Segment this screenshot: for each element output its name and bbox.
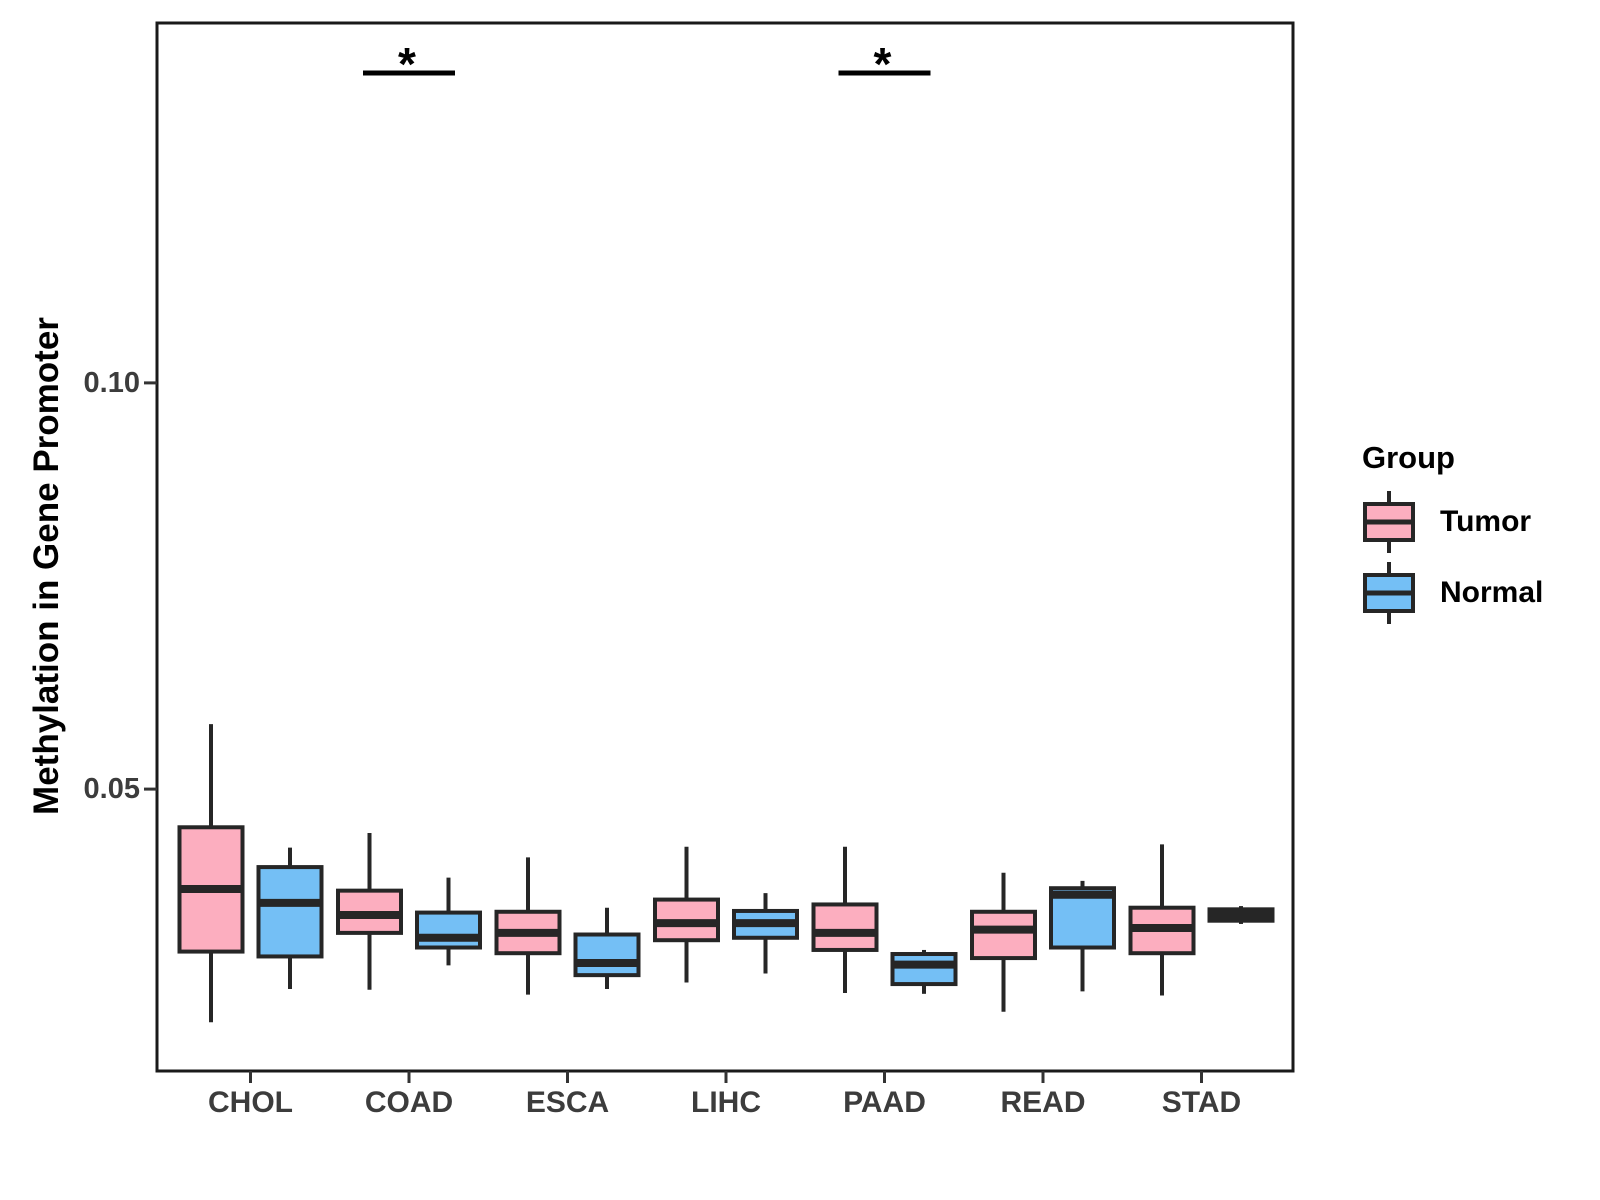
- legend: Group Tumor Normal: [1352, 440, 1592, 628]
- legend-item-tumor: Tumor: [1352, 486, 1592, 557]
- box-normal-paad: [890, 952, 958, 987]
- x-tick-label-read: READ: [1000, 1086, 1086, 1119]
- box-normal-chol: [256, 865, 324, 959]
- x-tick-label-esca: ESCA: [525, 1086, 610, 1119]
- y-tick-label-0.05: 0.05: [83, 773, 140, 806]
- x-tick-label-paad: PAAD: [843, 1086, 926, 1119]
- x-tick-label-lihc: LIHC: [691, 1086, 761, 1119]
- box-normal-coad: [415, 910, 482, 950]
- x-tick-label-coad: COAD: [364, 1086, 454, 1119]
- y-axis-title: Methylation in Gene Promoter: [27, 317, 66, 815]
- legend-items: Tumor Normal: [1352, 486, 1592, 628]
- y-tick-label-0.10: 0.10: [83, 366, 140, 399]
- legend-key-tumor-boxplot-icon: [1363, 490, 1415, 553]
- box-tumor-read: [970, 909, 1037, 961]
- legend-title: Group: [1362, 440, 1455, 475]
- legend-item-normal: Normal: [1352, 557, 1592, 628]
- x-tick-label-chol: CHOL: [208, 1086, 293, 1119]
- box-normal-esca: [573, 932, 641, 978]
- panel-border: [155, 21, 1295, 1073]
- significance-star-coad: *: [398, 38, 416, 90]
- box-tumor-paad: [811, 902, 879, 952]
- legend-key-normal-boxplot-icon: [1363, 561, 1415, 624]
- legend-label-normal: Normal: [1440, 575, 1544, 609]
- x-tick-label-stad: STAD: [1161, 1086, 1242, 1119]
- legend-label-tumor: Tumor: [1440, 504, 1532, 538]
- significance-star-paad: *: [874, 38, 892, 90]
